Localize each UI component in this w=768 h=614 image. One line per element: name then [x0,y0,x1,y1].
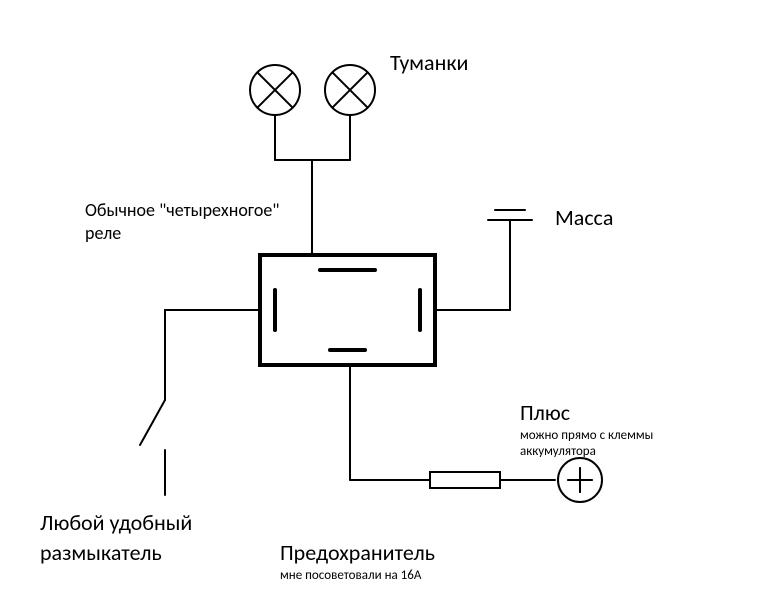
label-tumanki: Туманки [390,50,468,76]
label-relay-l1: Обычное "четырехногое" [85,200,280,222]
label-switch-l2: размыкатель [40,540,162,566]
label-fuse: Предохранитель [280,540,435,566]
label-plus-sub1: можно прямо с клеммы [520,428,653,444]
label-plus: Плюс [520,400,570,426]
label-fuse-sub: мне посоветовали на 16А [280,568,421,584]
label-switch-l1: Любой удобный [40,510,192,536]
label-mass: Масса [555,205,613,231]
label-relay-l2: реле [85,223,121,245]
fuse-icon [430,472,500,488]
label-plus-sub2: аккумулятора [520,444,596,460]
